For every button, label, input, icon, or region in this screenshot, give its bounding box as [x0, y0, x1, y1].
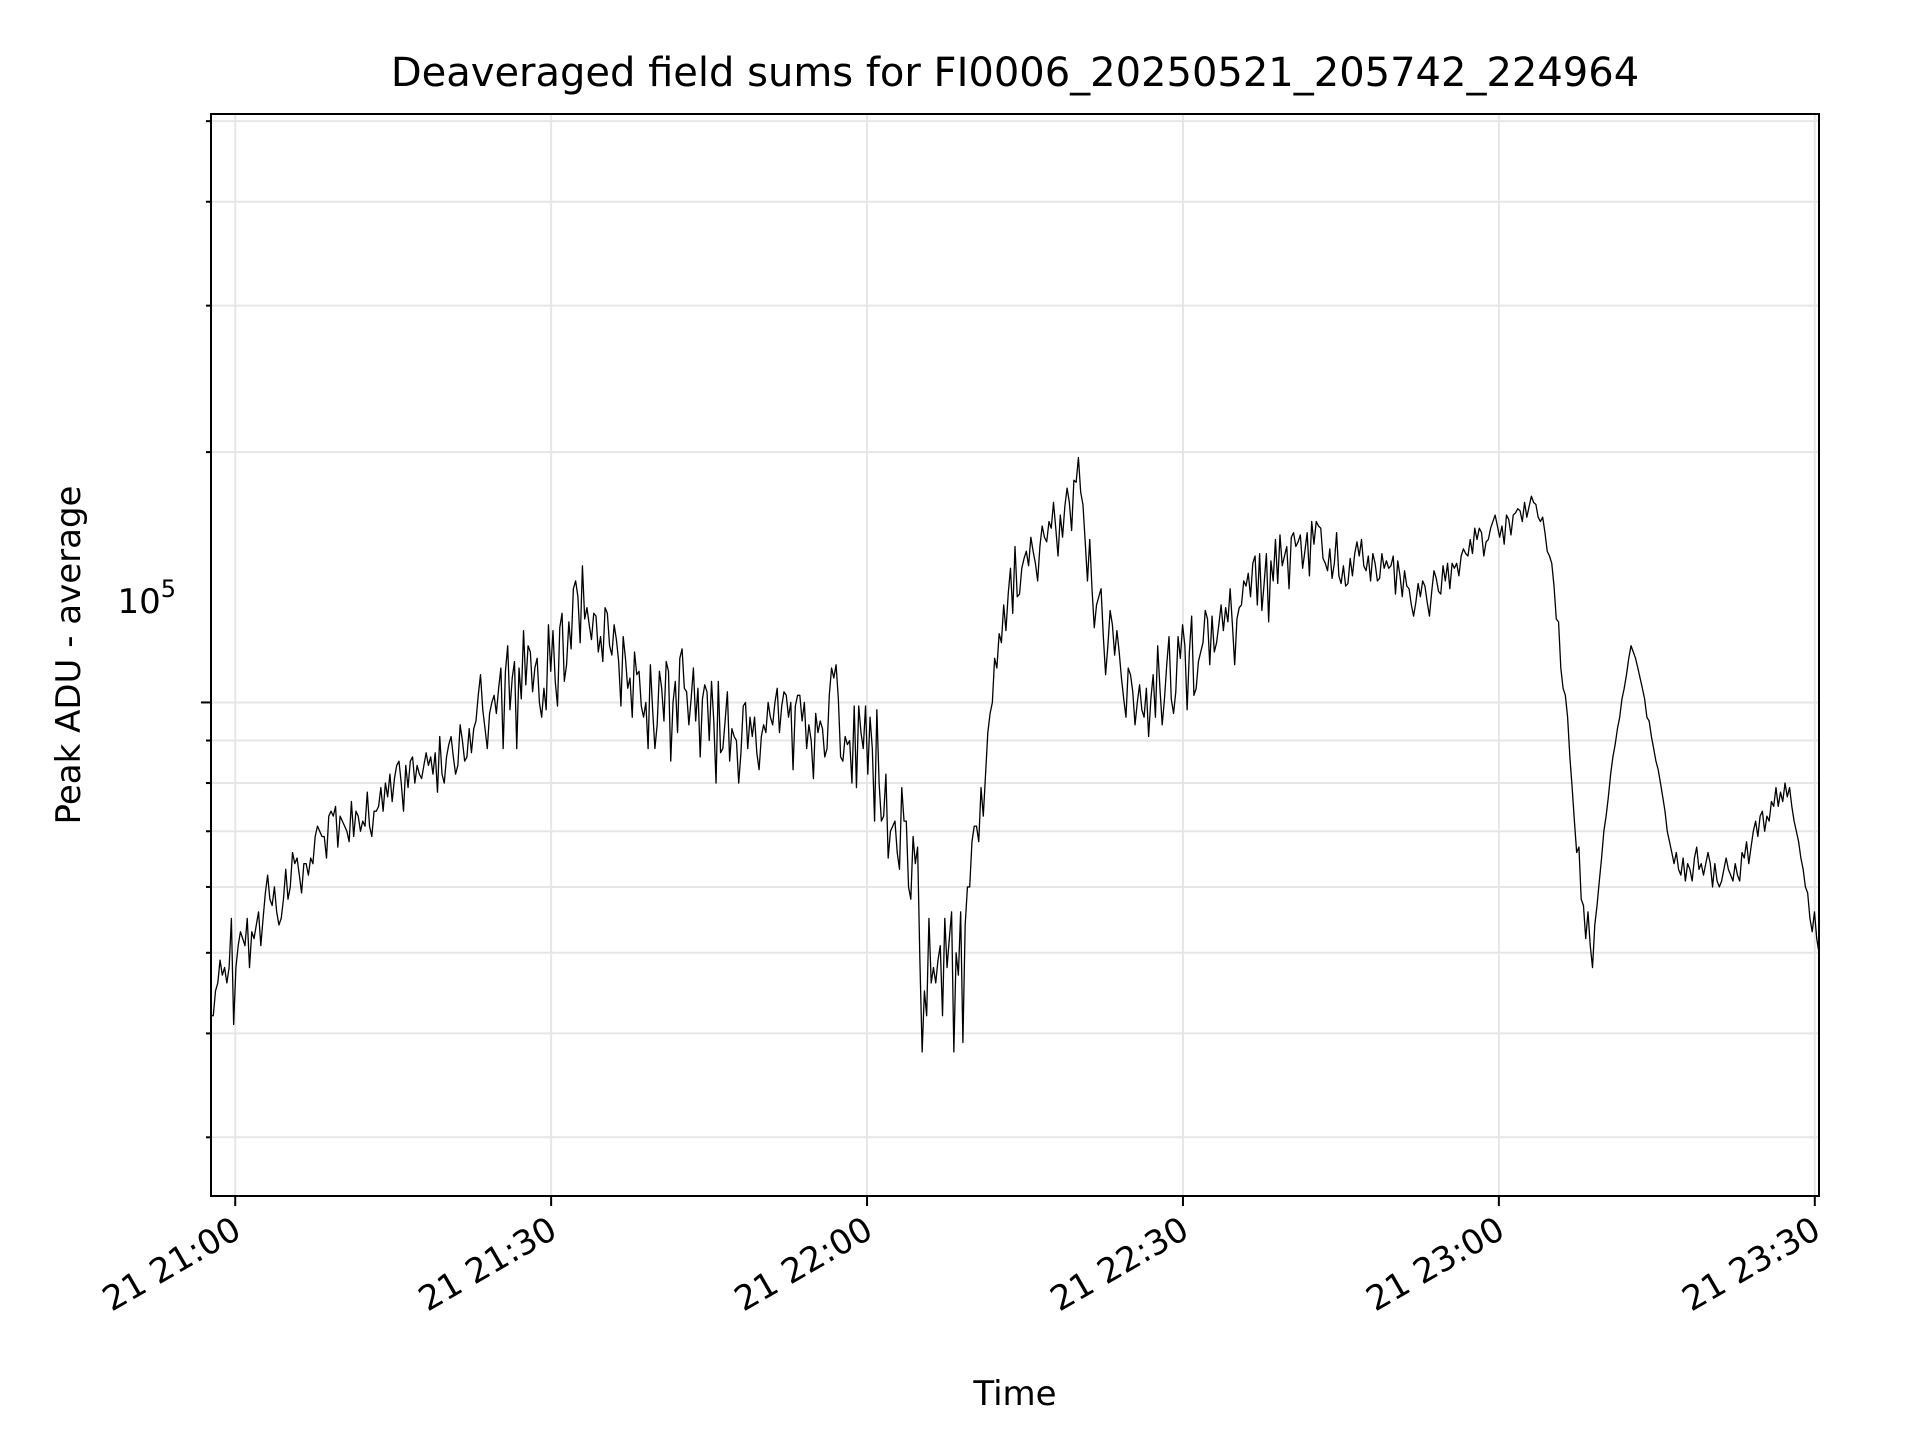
y-axis-label: Peak ADU - average: [49, 486, 89, 825]
axis-ticks: [201, 120, 1816, 1206]
chart-title: Deaveraged field sums for FI0006_2025052…: [391, 50, 1639, 96]
y-tick-label-1e5: 105: [117, 575, 176, 622]
series-line: [211, 456, 1820, 1053]
data-series: [211, 456, 1820, 1053]
plot-frame: [210, 113, 1820, 1197]
y-tick-base: 10: [117, 582, 160, 622]
svg-text:105: 105: [117, 575, 176, 622]
x-axis-label: Time: [972, 1374, 1056, 1414]
y-tick-exponent: 5: [161, 575, 176, 603]
